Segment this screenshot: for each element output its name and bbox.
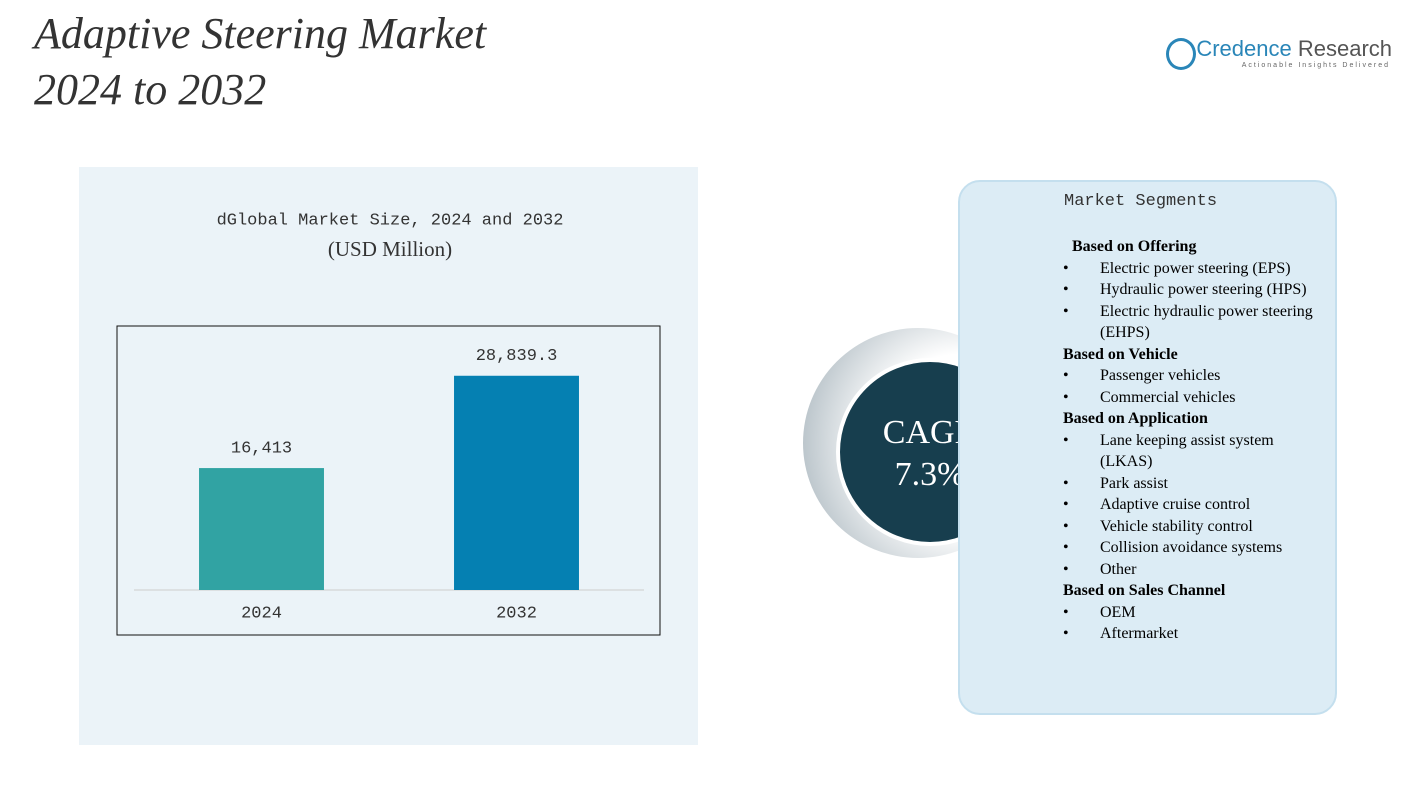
value-label: 16,413 <box>231 440 292 459</box>
segment-item: Aftermarket <box>1063 623 1328 645</box>
plot-frame <box>116 325 661 636</box>
segment-heading: Based on Sales Channel <box>1063 582 1226 599</box>
brand: Credence Research <box>1196 36 1392 62</box>
segment-item: Lane keeping assist system (LKAS) <box>1063 430 1328 473</box>
brand-name: Credence <box>1196 36 1292 61</box>
x-tick-label: 2032 <box>496 604 537 623</box>
page-title: Adaptive Steering Market 2024 to 2032 <box>34 6 486 118</box>
segments-title: Market Segments <box>1064 192 1218 211</box>
chart-panel <box>79 167 698 745</box>
segment-item: OEM <box>1063 602 1328 624</box>
tagline: Actionable Insights Delivered <box>1241 62 1390 69</box>
brand-name: Research <box>1297 36 1392 61</box>
segment-item: Vehicle stability control <box>1063 516 1328 538</box>
segment-item: Other <box>1063 559 1328 581</box>
segment-heading: Based on Offering <box>1072 238 1197 255</box>
chart-subtitle: (USD Million) <box>328 237 452 261</box>
value-label: 28,839.3 <box>476 347 558 366</box>
segments-list: Based on Offering Electric power steering… <box>1063 236 1328 645</box>
segment-item: Passenger vehicles <box>1063 365 1328 387</box>
segment-item: Electric power steering (EPS) <box>1063 258 1328 280</box>
logo <box>1166 38 1196 70</box>
segment-item: Adaptive cruise control <box>1063 494 1328 516</box>
segment-item: Commercial vehicles <box>1063 387 1328 409</box>
cagr-value: 7.3% <box>894 456 966 493</box>
title-line: Adaptive Steering Market <box>34 9 487 58</box>
segment-item: Collision avoidance systems <box>1063 537 1328 559</box>
segment-item: Park assist <box>1063 473 1328 495</box>
bar <box>454 375 579 590</box>
segment-heading: Based on Application <box>1063 410 1208 427</box>
chart-title: dGlobal Market Size, 2024 and 2032 <box>217 211 564 230</box>
segment-item: Electric hydraulic power steering (EHPS) <box>1063 301 1328 344</box>
x-tick-label: 2024 <box>241 604 282 623</box>
bar <box>199 468 324 590</box>
segment-heading: Based on Vehicle <box>1063 345 1178 363</box>
chart: dGlobal Market Size, 2024 and 2032 (USD … <box>116 211 661 636</box>
title-line: 2024 to 2032 <box>34 65 267 114</box>
segment-item: Hydraulic power steering (HPS) <box>1063 279 1328 301</box>
